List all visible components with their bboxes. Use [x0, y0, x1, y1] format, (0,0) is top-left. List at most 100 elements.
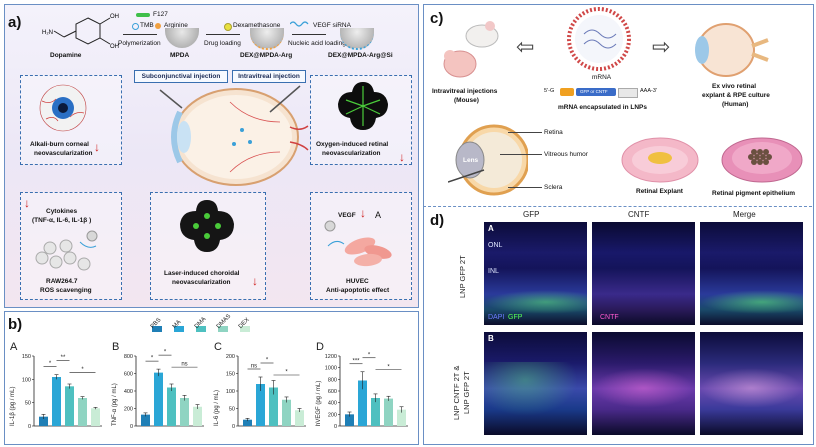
laser-label-2: neovascularization [172, 279, 231, 286]
vegf-down-arrow: ↓ [360, 206, 366, 220]
chart-0-bar-pbs [39, 416, 48, 426]
retina-label: Retina [544, 129, 563, 136]
chart-0-sig-label-1: ** [61, 355, 66, 361]
dopamine-structure: H₂N OH OH [42, 14, 119, 50]
dex-mpda-arg-particle [250, 28, 284, 50]
chart-0-bar-ma [52, 377, 61, 426]
choroid-flatmount-icon [180, 200, 234, 252]
chart-legend: PBS MA DMA DMAS DEX [150, 313, 272, 340]
vitreous-label: Vitreous humor [544, 151, 588, 158]
chart-3-ytick-label-3: 600 [328, 389, 337, 395]
eye-section-illustration [448, 124, 528, 196]
chart-1-sig-label-2: ns [181, 362, 187, 368]
polya-label: AAA-3' [640, 88, 657, 94]
chart-2-bar-dma [269, 387, 278, 426]
left-arrow-1: ⇦ [516, 34, 535, 59]
chart-1-sig-label-1: * [164, 350, 167, 356]
micrograph-merge-row2 [700, 332, 803, 435]
arginine-icon [155, 23, 161, 29]
exvivo-label-3: (Human) [722, 101, 749, 108]
gfp-signal-band [484, 290, 587, 314]
sclera-label: Sclera [544, 184, 563, 191]
merge-signal-band [700, 290, 803, 314]
chart-1-bar-pbs [141, 414, 150, 426]
chart-0-ytick-label-0: 0 [28, 424, 31, 430]
polymerization-label: Polymerization [118, 40, 161, 47]
cytokines-label-1: Cytokines [46, 208, 78, 215]
chart-2-ytick-label-1: 50 [229, 407, 235, 413]
chart-2-bar-dex [295, 410, 304, 426]
f127-label: F127 [153, 11, 168, 18]
chart-1-ytick-label-0: 0 [130, 424, 133, 430]
huvec-label: HUVEC [346, 278, 369, 285]
chart-3-ytick-label-0: 0 [334, 424, 337, 430]
chart-0-bar-dma [65, 386, 74, 426]
chart-3-sig-label-0: *** [352, 358, 360, 364]
central-eye-illustration [159, 85, 309, 186]
legend-swatch-dmas [218, 326, 228, 332]
macrophage-cells-icon [35, 230, 98, 271]
anti-apoptotic-label: Anti-apoptotic effect [326, 287, 390, 294]
micrograph-gfp-row1: A ONL INL DAPI GFP [484, 222, 587, 325]
chart-3-bar-dma [371, 398, 380, 426]
dex-mpda-arg-si-particle [340, 28, 374, 50]
intravitreal-mouse-label-2: (Mouse) [454, 97, 479, 104]
chart-1-sig-label-0: * [151, 356, 154, 362]
chart-2-ytick-label-2: 100 [226, 389, 235, 395]
exvivo-label-2: explant & RPE culture [702, 92, 770, 99]
laser-label-1: Laser-induced choroidal [164, 270, 240, 277]
chart-2-sig-label-1: * [266, 358, 269, 364]
gfp-label: GFP [508, 314, 523, 321]
mouse-illustration [443, 21, 499, 78]
chart-2-bar-pbs [243, 419, 252, 426]
chart-3-bar-ma [358, 380, 367, 426]
subconjunctival-tag: Subconjunctival injection [134, 70, 228, 83]
svg-text:H₂N: H₂N [42, 30, 53, 36]
chart-1-ytick-label-4: 800 [124, 354, 133, 360]
mrna-cap [560, 88, 574, 96]
alkali-label-1: Alkali-burn corneal [30, 141, 89, 148]
mpda-label: MPDA [170, 52, 190, 59]
rpe-dish [721, 137, 803, 183]
cntf-signal-band [592, 368, 695, 408]
chart-2-bar-ma [256, 384, 265, 426]
chart-2-ytick-label-4: 200 [226, 354, 235, 360]
chart-2-bar-dmas [282, 399, 291, 426]
row2-label-2: LNP GFP 2T [462, 371, 471, 414]
mrna-lnps-label: mRNA encapsulated in LNPs [558, 104, 647, 111]
row1-letter: A [488, 224, 494, 233]
chart-2-sig-label-2: * [285, 370, 288, 376]
chart-3-title: D [316, 341, 324, 353]
legend-swatch-dma [196, 326, 206, 332]
chart-3-ytick-label-1: 200 [328, 412, 337, 418]
ros-label: ROS scavenging [40, 287, 92, 294]
dopamine-label: Dopamine [50, 52, 82, 59]
chart-0-ytick-label-1: 50 [25, 401, 31, 407]
arrow-polymerization [123, 34, 157, 35]
arrow-nucleic-acid [292, 34, 326, 35]
dexamethasone-label: Dexamethasone [233, 22, 281, 29]
chart-2-sig-label-0: ns [251, 364, 257, 370]
chart-3-bar-dex [397, 409, 406, 426]
f127-icon [136, 13, 150, 17]
chart-1-title: B [112, 341, 119, 353]
sirna-icon [290, 21, 309, 27]
dexamethasone-icon [224, 23, 232, 31]
merge-signal-band-row2 [700, 368, 803, 408]
svg-text:OH: OH [110, 44, 119, 50]
mrna-label: mRNA [592, 74, 612, 81]
sirna-label: VEGF siRNA [313, 22, 351, 29]
micrograph-cntf-row1: CNTF [592, 222, 695, 325]
col-gfp: GFP [523, 210, 540, 219]
row1-label: LNP GFP 2T [458, 255, 467, 298]
chart-3-bar-dmas [384, 398, 393, 426]
lens-label: Lens [463, 157, 479, 164]
oxygen-label-2: neovascularization [322, 150, 381, 157]
chart-0-ylabel: IL-1β (pg / mL) [10, 387, 16, 426]
oxygen-down-arrow: ↓ [399, 150, 405, 164]
onl-label: ONL [488, 242, 503, 249]
five-prime-label: 5'-G [544, 88, 555, 94]
arrow-drug-loading [206, 34, 240, 35]
inl-label: INL [488, 268, 499, 275]
tmb-icon [132, 23, 139, 30]
